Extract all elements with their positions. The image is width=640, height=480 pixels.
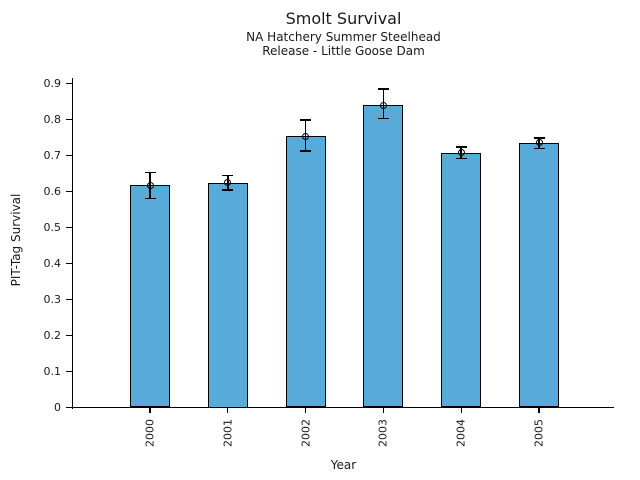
y-tick-mark bbox=[65, 406, 72, 409]
error-bar-cap-top bbox=[455, 146, 467, 148]
x-axis-spine bbox=[71, 406, 614, 409]
y-tick-label: 0.5 bbox=[43, 221, 62, 234]
x-tick-mark bbox=[227, 408, 229, 413]
x-tick-mark bbox=[382, 408, 385, 413]
data-point-marker bbox=[224, 179, 232, 186]
x-tick-label: 2003 bbox=[376, 419, 390, 447]
y-tick-mark bbox=[65, 370, 72, 373]
x-tick-mark bbox=[538, 408, 540, 413]
error-bar-cap-bottom bbox=[300, 150, 312, 152]
error-bar-cap-bottom bbox=[222, 189, 234, 191]
bar bbox=[285, 136, 326, 408]
bar bbox=[130, 185, 170, 408]
bar bbox=[441, 152, 482, 408]
error-bar-cap-bottom bbox=[377, 117, 389, 120]
x-axis-label: Year bbox=[330, 458, 357, 472]
x-tick-label: 2004 bbox=[454, 419, 468, 447]
data-point-marker bbox=[302, 132, 310, 140]
chart-title: Smolt Survival bbox=[285, 9, 402, 28]
error-bar-cap-top bbox=[533, 137, 545, 139]
y-tick-mark bbox=[65, 82, 72, 85]
y-tick-label: 0.4 bbox=[43, 257, 62, 270]
y-tick-label: 0.6 bbox=[43, 185, 62, 198]
y-tick-mark bbox=[65, 298, 72, 301]
y-tick-mark bbox=[65, 118, 72, 121]
y-tick-label: 0.8 bbox=[43, 113, 62, 126]
error-bar-cap-top bbox=[222, 174, 234, 177]
data-point-marker bbox=[535, 139, 543, 147]
x-tick-label: 2000 bbox=[143, 419, 157, 447]
error-bar-cap-bottom bbox=[144, 197, 156, 200]
x-tick-mark bbox=[460, 408, 462, 413]
y-tick-label: 0 bbox=[54, 401, 61, 414]
y-tick-label: 0.3 bbox=[43, 293, 62, 306]
y-tick-mark bbox=[65, 190, 72, 193]
error-bar-cap-top bbox=[377, 88, 389, 91]
y-tick-label: 0.2 bbox=[43, 329, 62, 342]
bar bbox=[519, 142, 559, 408]
bar bbox=[207, 182, 248, 408]
x-tick-label: 2002 bbox=[299, 419, 313, 447]
chart-subtitle-line1: NA Hatchery Summer Steelhead bbox=[246, 30, 441, 44]
data-point-marker bbox=[457, 149, 465, 157]
error-bar-cap-bottom bbox=[455, 157, 467, 160]
chart-subtitle-line2: Release - Little Goose Dam bbox=[262, 43, 425, 58]
y-tick-label: 0.1 bbox=[43, 365, 62, 378]
y-tick-mark bbox=[65, 334, 72, 337]
y-tick-label: 0.9 bbox=[43, 77, 62, 90]
x-tick-mark bbox=[149, 408, 151, 413]
y-tick-mark bbox=[65, 262, 72, 265]
data-point-marker bbox=[379, 101, 387, 109]
y-tick-mark bbox=[65, 226, 72, 229]
y-tick-mark bbox=[65, 154, 72, 157]
x-tick-mark bbox=[304, 408, 307, 413]
y-axis-spine bbox=[71, 78, 74, 409]
data-point-marker bbox=[146, 181, 154, 189]
y-axis-label: PIT-Tag Survival bbox=[9, 193, 23, 287]
y-tick-label: 0.7 bbox=[43, 149, 62, 162]
x-tick-label: 2001 bbox=[221, 419, 235, 447]
error-bar-cap-bottom bbox=[533, 147, 545, 150]
error-bar-cap-top bbox=[144, 171, 156, 174]
error-bar-cap-top bbox=[300, 119, 312, 121]
x-tick-label: 2005 bbox=[532, 419, 546, 447]
bar bbox=[363, 105, 404, 408]
